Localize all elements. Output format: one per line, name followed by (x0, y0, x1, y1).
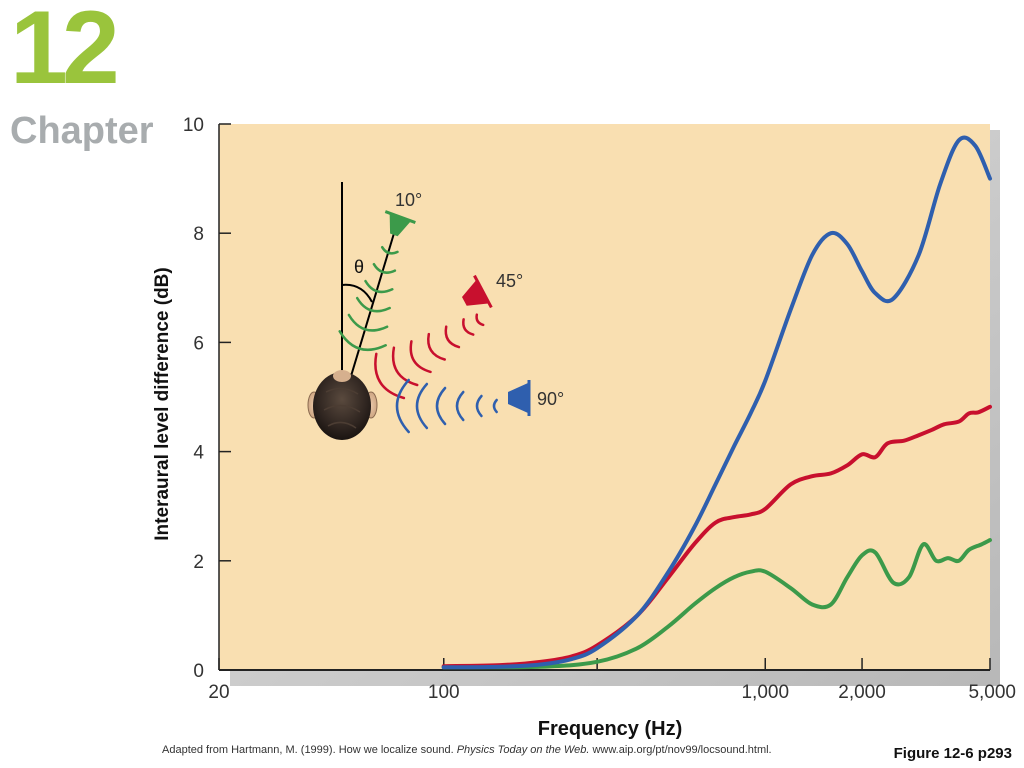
wave-green (338, 330, 387, 351)
wave-red (409, 340, 432, 374)
wave-blue (475, 394, 483, 418)
wave-green (355, 296, 391, 313)
wave-blue (435, 386, 447, 426)
speaker-10-icon (384, 210, 416, 237)
wave-red (391, 346, 419, 387)
wave-red (462, 318, 475, 336)
head-icon (307, 370, 378, 440)
wave-blue (455, 390, 465, 422)
figure-reference: Figure 12-6 p293 (893, 745, 1012, 762)
series-line-10 (441, 538, 992, 670)
head-illustration: θ 10° 45° 90° (307, 182, 564, 440)
caption-prefix: Adapted from Hartmann, M. (1999). How we… (162, 744, 454, 756)
wave-blue (415, 382, 429, 430)
y-tick-label: 6 (193, 333, 204, 354)
wave-green (364, 279, 394, 294)
wave-blue (492, 398, 498, 414)
sound-waves (338, 245, 498, 434)
wave-red (427, 332, 446, 361)
angle-90-label: 90° (537, 389, 564, 409)
y-tick-label: 4 (193, 443, 204, 464)
wave-red (444, 325, 461, 349)
angle-45-label: 45° (496, 271, 523, 291)
wave-green (372, 262, 397, 274)
wave-blue (395, 378, 410, 434)
y-tick-label: 10 (183, 115, 204, 136)
wave-green (380, 245, 399, 255)
theta-arc (341, 283, 373, 303)
y-tick-label: 0 (193, 661, 204, 682)
x-tick-label: 20 (208, 682, 229, 703)
x-tick-label: 100 (428, 682, 460, 703)
theta-label: θ (354, 257, 364, 277)
chapter-label: Chapter (10, 110, 154, 152)
x-tick-label: 1,000 (741, 682, 789, 703)
caption-journal: Physics Today on the Web. (456, 744, 590, 756)
wave-red (475, 313, 485, 327)
angle-10-label: 10° (395, 190, 422, 210)
y-tick-label: 8 (193, 224, 204, 245)
caption-suffix: www.aip.org/pt/nov99/locsound.html. (592, 744, 772, 756)
wave-green (347, 313, 389, 332)
series-line-90 (441, 135, 992, 670)
x-tick-label: 5,000 (968, 682, 1016, 703)
y-axis-label: Interaural level difference (dB) (152, 267, 173, 540)
data-lines (441, 135, 992, 670)
x-axis-label: Frequency (Hz) (538, 718, 682, 740)
speaker-45-icon (461, 274, 493, 309)
speaker-90-icon (508, 380, 531, 416)
source-caption: Adapted from Hartmann, M. (1999). How we… (162, 744, 772, 756)
chapter-number: 12 (10, 0, 120, 106)
x-axis: 20 100 1,000 2,000 5,000 (208, 658, 1016, 703)
x-tick-label: 2,000 (838, 682, 886, 703)
y-tick-label: 2 (193, 552, 204, 573)
